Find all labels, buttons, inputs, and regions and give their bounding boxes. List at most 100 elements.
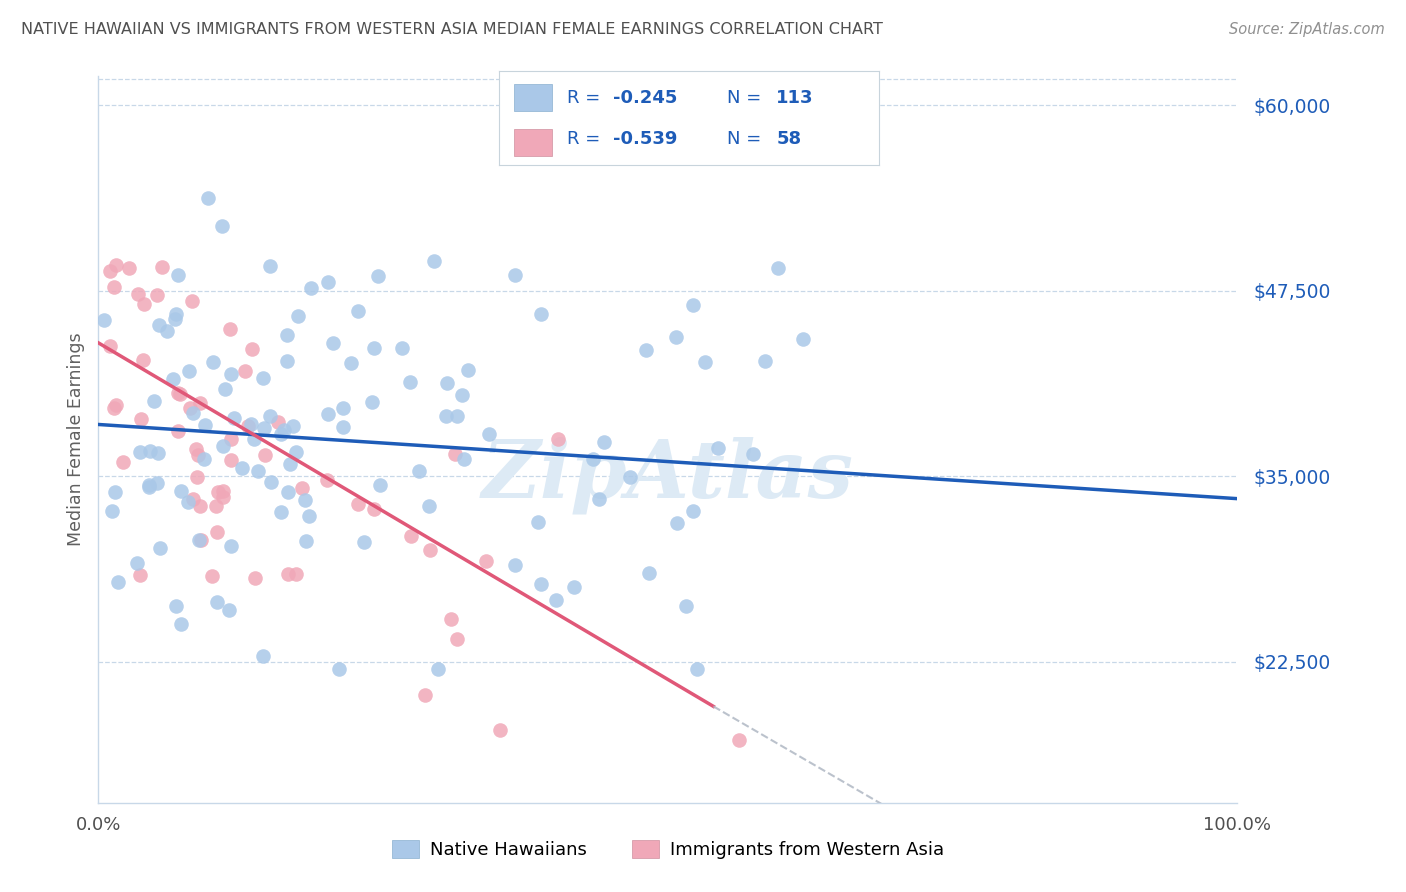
Point: [129, 445, 152, 459]
Point: [98, 264, 121, 278]
Text: -0.539: -0.539: [613, 130, 678, 148]
Point: [188, 396, 211, 410]
Point: [367, 269, 389, 284]
Point: [666, 516, 689, 531]
Point: [150, 260, 173, 275]
Point: [166, 386, 188, 401]
Point: [149, 541, 172, 555]
Point: [245, 571, 267, 585]
Point: [766, 261, 789, 276]
Point: [253, 448, 276, 462]
Point: [273, 424, 295, 438]
Point: [453, 451, 475, 466]
Point: [104, 484, 127, 499]
Point: [588, 491, 610, 506]
Point: [277, 485, 299, 500]
Point: [281, 418, 304, 433]
Point: [131, 411, 153, 425]
Point: [316, 275, 339, 289]
Point: [240, 342, 263, 356]
Point: [682, 298, 704, 312]
Point: [187, 449, 209, 463]
Point: [295, 533, 318, 548]
Text: Source: ZipAtlas.com: Source: ZipAtlas.com: [1229, 22, 1385, 37]
Point: [233, 364, 256, 378]
Point: [169, 387, 191, 401]
Point: [211, 219, 233, 234]
Point: [728, 732, 751, 747]
Point: [391, 341, 413, 355]
Point: [211, 484, 233, 499]
Point: [163, 312, 186, 326]
Point: [218, 603, 240, 617]
Point: [278, 457, 301, 471]
Point: [207, 524, 229, 539]
Point: [270, 427, 292, 442]
Point: [457, 363, 479, 377]
Point: [212, 490, 235, 504]
Point: [219, 432, 242, 446]
Point: [685, 662, 707, 676]
Point: [201, 568, 224, 582]
Point: [291, 481, 314, 495]
Point: [177, 364, 200, 378]
Point: [792, 333, 814, 347]
Point: [436, 376, 458, 391]
Point: [682, 503, 704, 517]
Point: [193, 451, 215, 466]
Point: [276, 327, 298, 342]
Point: [197, 191, 219, 205]
Point: [363, 501, 385, 516]
Point: [125, 556, 148, 570]
Point: [246, 464, 269, 478]
Point: [252, 648, 274, 663]
Point: [176, 495, 198, 509]
Point: [259, 260, 281, 274]
Point: [675, 599, 697, 613]
Point: [408, 464, 430, 478]
Point: [582, 452, 605, 467]
Point: [145, 288, 167, 302]
Point: [707, 441, 730, 455]
Point: [127, 286, 149, 301]
Point: [207, 484, 229, 499]
Point: [118, 260, 141, 275]
Point: [426, 662, 449, 676]
Point: [546, 593, 568, 607]
Point: [665, 330, 688, 344]
Y-axis label: Median Female Earnings: Median Female Earnings: [66, 333, 84, 546]
Point: [180, 293, 202, 308]
Point: [423, 254, 446, 268]
Point: [148, 318, 170, 333]
Legend: Native Hawaiians, Immigrants from Western Asia: Native Hawaiians, Immigrants from Wester…: [385, 832, 950, 866]
Point: [190, 533, 212, 547]
Point: [111, 455, 134, 469]
Text: N =: N =: [727, 130, 766, 148]
Point: [451, 388, 474, 402]
Point: [93, 312, 115, 326]
Point: [103, 401, 125, 415]
Point: [187, 533, 209, 547]
Point: [101, 504, 124, 518]
Point: [322, 336, 344, 351]
Text: -0.245: -0.245: [613, 88, 678, 106]
Point: [270, 505, 292, 519]
Point: [636, 343, 658, 357]
Point: [205, 595, 228, 609]
Point: [444, 447, 467, 461]
Point: [475, 554, 498, 568]
Point: [212, 439, 235, 453]
Point: [219, 453, 242, 467]
Point: [214, 383, 236, 397]
Point: [132, 296, 155, 310]
Point: [276, 354, 298, 368]
Point: [107, 574, 129, 589]
Point: [637, 566, 659, 580]
Point: [316, 473, 339, 487]
Point: [440, 612, 463, 626]
Point: [363, 342, 385, 356]
Point: [231, 460, 253, 475]
Point: [418, 500, 440, 514]
Point: [368, 478, 391, 492]
Point: [529, 576, 551, 591]
